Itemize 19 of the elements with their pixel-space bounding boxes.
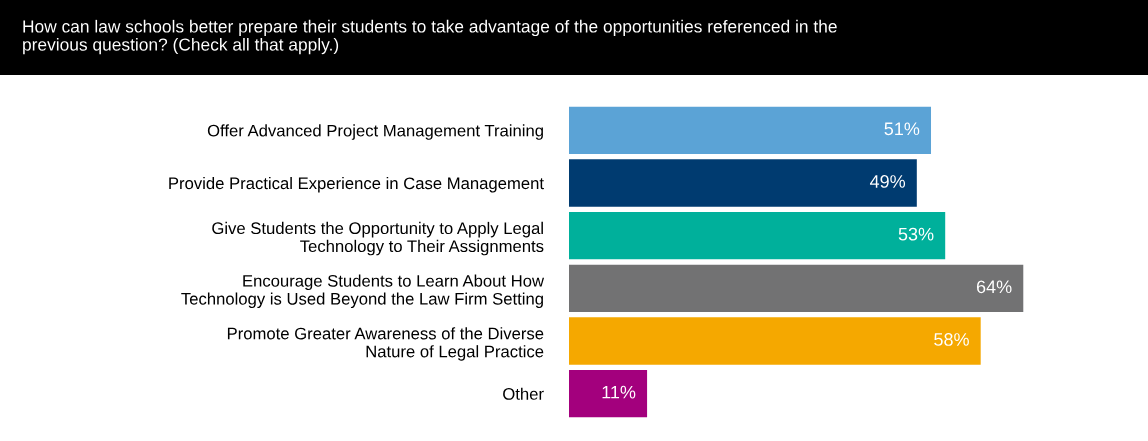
bar [569, 106, 932, 155]
text: How can law schools better prepare their students to take advantage of the opportunities referenced in the previous question? (Check all that apply.) [23, 19, 837, 55]
data-label: 64% [976, 280, 1012, 294]
bar [569, 317, 981, 365]
data-label: 53% [898, 227, 934, 241]
y-tick-label: Encourage Students to Learn About How Technology is Used Beyond the Law Firm Setting [181, 274, 545, 309]
y-tick-label: Offer Advanced Project Management Training [207, 124, 543, 140]
y-tick-label: Other [503, 387, 544, 400]
bar [569, 159, 917, 207]
data-label: 51% [884, 122, 920, 136]
data-label: 49% [869, 175, 906, 188]
y-tick-label: Promote Greater Awareness of the Diverse Nature of Legal Practice [227, 327, 544, 361]
bar [569, 369, 648, 418]
y-tick-label: Give Students the Opportunity to Apply Legal Technology to Their Assignments [212, 221, 544, 256]
data-label: 11% [602, 385, 636, 399]
bar [569, 264, 1024, 313]
bar [569, 211, 946, 260]
data-label: 58% [934, 333, 969, 346]
y-tick-label: Provide Practical Experience in Case Management [169, 176, 544, 193]
